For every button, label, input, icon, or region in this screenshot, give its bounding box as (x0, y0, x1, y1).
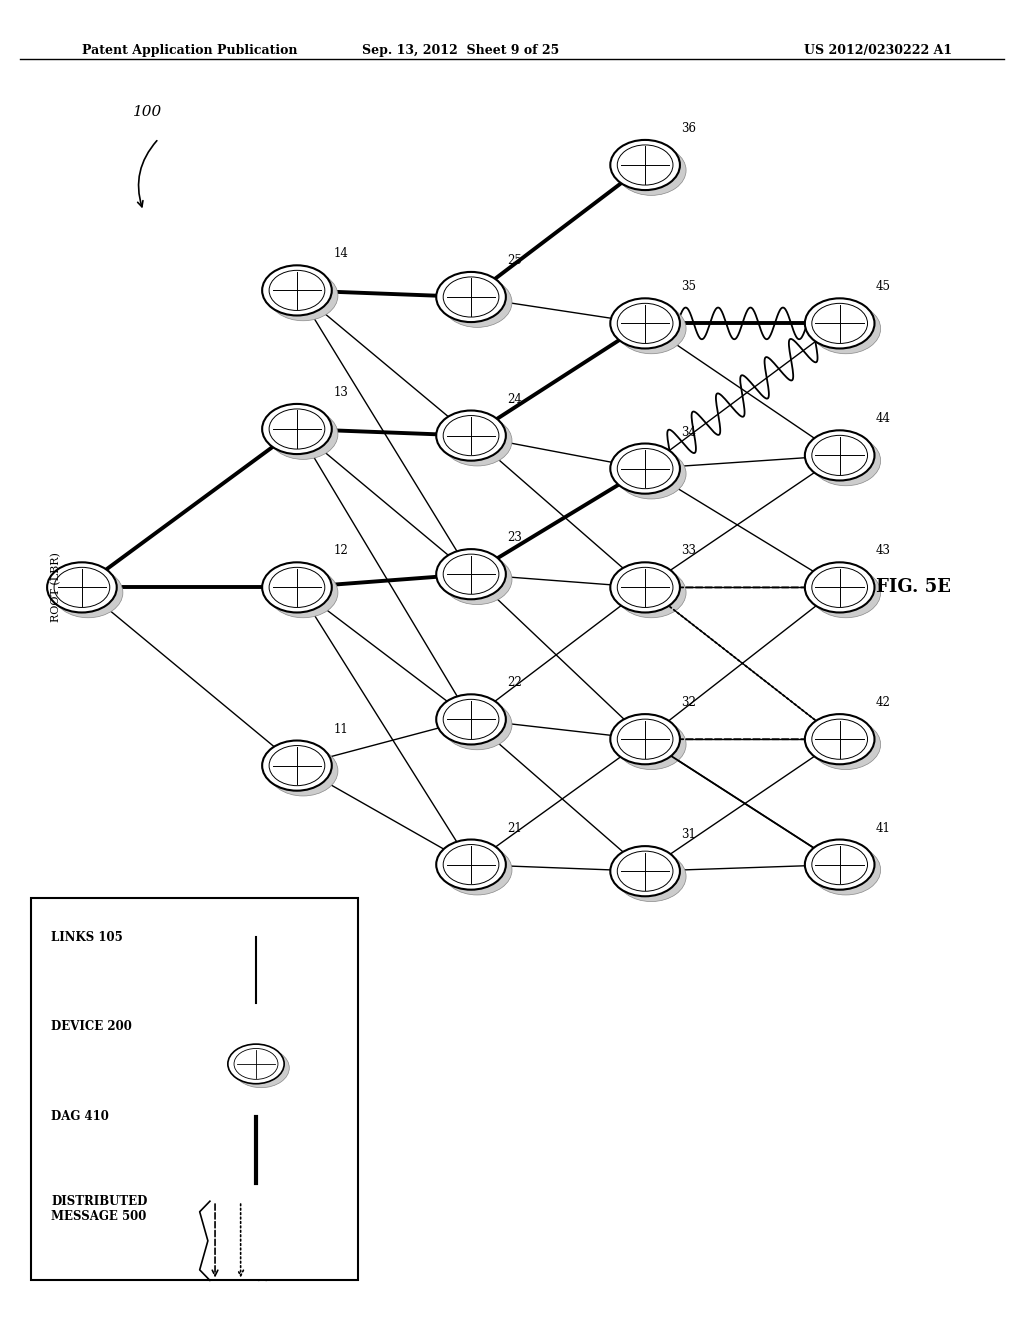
Ellipse shape (443, 700, 499, 739)
Ellipse shape (269, 568, 325, 607)
Text: 41: 41 (876, 821, 891, 834)
Ellipse shape (610, 846, 680, 896)
Ellipse shape (442, 700, 512, 750)
Ellipse shape (262, 741, 332, 791)
Text: LINKS 105: LINKS 105 (51, 931, 123, 944)
Text: DISTRIBUTED
MESSAGE 500: DISTRIBUTED MESSAGE 500 (51, 1195, 147, 1222)
Ellipse shape (442, 845, 512, 895)
Text: 100: 100 (133, 104, 163, 119)
Ellipse shape (811, 845, 881, 895)
Text: 22: 22 (507, 676, 522, 689)
Text: 11: 11 (333, 722, 348, 735)
Ellipse shape (268, 409, 338, 459)
Ellipse shape (805, 430, 874, 480)
Ellipse shape (47, 562, 117, 612)
Ellipse shape (616, 851, 686, 902)
Ellipse shape (616, 568, 686, 618)
Ellipse shape (811, 719, 881, 770)
Text: 33: 33 (681, 544, 696, 557)
Ellipse shape (436, 549, 506, 599)
Ellipse shape (811, 304, 881, 354)
Ellipse shape (442, 554, 512, 605)
Text: 34: 34 (681, 425, 696, 438)
Text: FIG. 5E: FIG. 5E (876, 578, 950, 597)
Text: 42: 42 (876, 696, 891, 709)
Text: ROOT (LBR): ROOT (LBR) (51, 553, 61, 622)
Ellipse shape (262, 265, 332, 315)
Text: DAG 410: DAG 410 (51, 1110, 110, 1123)
Text: US 2012/0230222 A1: US 2012/0230222 A1 (804, 44, 952, 57)
Text: 24: 24 (507, 392, 522, 405)
Ellipse shape (617, 449, 673, 488)
Ellipse shape (811, 568, 881, 618)
Ellipse shape (610, 140, 680, 190)
Ellipse shape (610, 562, 680, 612)
Ellipse shape (617, 719, 673, 759)
Ellipse shape (443, 554, 499, 594)
Ellipse shape (812, 719, 867, 759)
Ellipse shape (262, 404, 332, 454)
Ellipse shape (616, 145, 686, 195)
Text: Sep. 13, 2012  Sheet 9 of 25: Sep. 13, 2012 Sheet 9 of 25 (362, 44, 559, 57)
Ellipse shape (442, 277, 512, 327)
Bar (31, 898, 358, 1280)
Ellipse shape (617, 568, 673, 607)
Ellipse shape (268, 568, 338, 618)
Ellipse shape (269, 746, 325, 785)
Ellipse shape (262, 562, 332, 612)
Ellipse shape (442, 416, 512, 466)
Ellipse shape (443, 416, 499, 455)
Text: 45: 45 (876, 280, 891, 293)
Text: Patent Application Publication: Patent Application Publication (82, 44, 297, 57)
Ellipse shape (436, 840, 506, 890)
Ellipse shape (268, 271, 338, 321)
Ellipse shape (436, 694, 506, 744)
Ellipse shape (805, 562, 874, 612)
Ellipse shape (812, 436, 867, 475)
Text: 23: 23 (507, 531, 522, 544)
Ellipse shape (53, 568, 123, 618)
Ellipse shape (268, 746, 338, 796)
Ellipse shape (805, 714, 874, 764)
Ellipse shape (610, 298, 680, 348)
Text: 21: 21 (507, 821, 522, 834)
Ellipse shape (812, 845, 867, 884)
Text: 43: 43 (876, 544, 891, 557)
Ellipse shape (610, 444, 680, 494)
Ellipse shape (269, 409, 325, 449)
Text: DEVICE 200: DEVICE 200 (51, 1020, 132, 1034)
Ellipse shape (616, 719, 686, 770)
Text: 44: 44 (876, 412, 891, 425)
Text: 31: 31 (681, 828, 696, 841)
Ellipse shape (616, 304, 686, 354)
Ellipse shape (812, 568, 867, 607)
Ellipse shape (436, 411, 506, 461)
Ellipse shape (233, 1048, 290, 1088)
Text: 35: 35 (681, 280, 696, 293)
Ellipse shape (227, 1044, 285, 1084)
Ellipse shape (610, 714, 680, 764)
Ellipse shape (805, 298, 874, 348)
Ellipse shape (54, 568, 110, 607)
Ellipse shape (617, 851, 673, 891)
Ellipse shape (811, 436, 881, 486)
Text: 36: 36 (681, 121, 696, 135)
Ellipse shape (234, 1048, 278, 1080)
Ellipse shape (812, 304, 867, 343)
Ellipse shape (443, 845, 499, 884)
Text: 32: 32 (681, 696, 696, 709)
Ellipse shape (617, 145, 673, 185)
Ellipse shape (443, 277, 499, 317)
Text: 14: 14 (333, 247, 348, 260)
Text: 13: 13 (333, 385, 348, 399)
Ellipse shape (617, 304, 673, 343)
Text: 25: 25 (507, 253, 522, 267)
Ellipse shape (436, 272, 506, 322)
Ellipse shape (805, 840, 874, 890)
Ellipse shape (616, 449, 686, 499)
Text: 12: 12 (333, 544, 348, 557)
Ellipse shape (269, 271, 325, 310)
